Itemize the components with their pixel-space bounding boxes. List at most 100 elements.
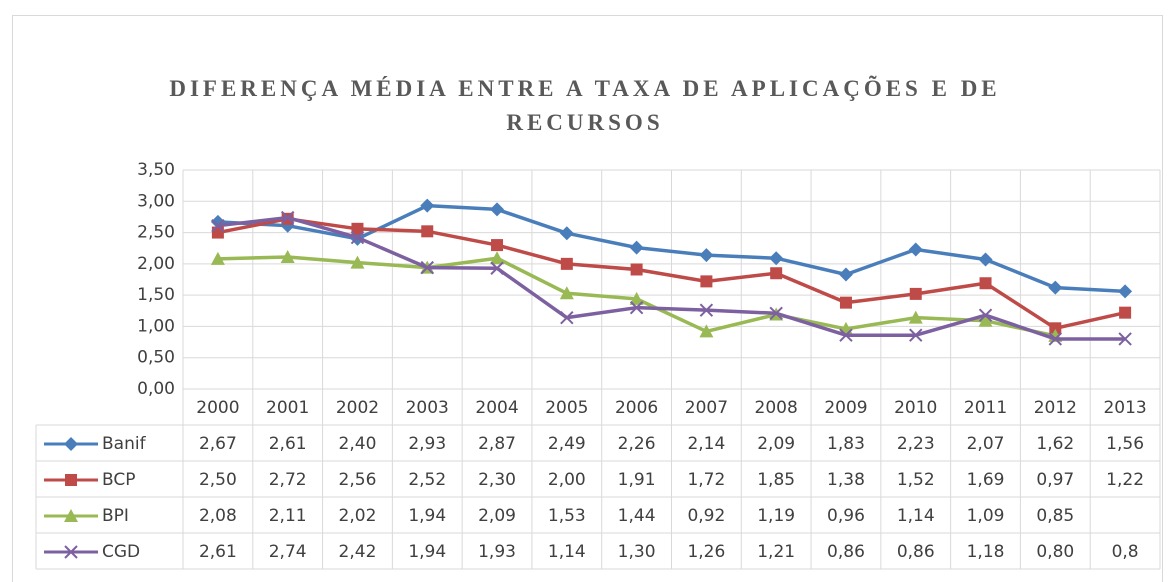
chart-border [12, 15, 1163, 582]
table-value: 0,86 [897, 542, 935, 562]
table-value: 0,97 [1036, 470, 1074, 490]
data-point [1118, 332, 1132, 346]
table-value: 1,09 [967, 506, 1005, 526]
table-value: 0,86 [827, 542, 865, 562]
data-point [211, 226, 224, 239]
data-point [1048, 280, 1063, 295]
table-value: 1,93 [478, 542, 516, 562]
data-point [908, 310, 923, 324]
data-point [560, 257, 573, 270]
y-tick-label: 2,50 [137, 223, 175, 243]
table-value: 2,50 [199, 470, 237, 490]
y-tick-label: 3,50 [137, 160, 175, 180]
y-tick-label: 1,00 [137, 316, 175, 336]
data-point [420, 198, 435, 213]
data-point [978, 313, 993, 327]
table-value: 1,38 [827, 470, 865, 490]
table-value: 2,72 [269, 470, 307, 490]
table-value: 1,21 [757, 542, 795, 562]
table-value: 2,52 [408, 470, 446, 490]
data-point [700, 275, 713, 288]
table-value: 0,92 [687, 506, 725, 526]
series-line [217, 215, 1126, 341]
table-value: 1,94 [408, 506, 446, 526]
data-point [490, 202, 505, 217]
table-value: 1,56 [1106, 434, 1144, 454]
x-tick-label: 2005 [545, 398, 588, 418]
legend-label: BCP [102, 470, 136, 490]
data-point [560, 310, 574, 325]
data-point [1048, 332, 1063, 346]
table-value: 2,11 [269, 506, 307, 526]
chart-title: DIFERENÇA MÉDIA ENTRE A TAXA DE APLICAÇÕ… [169, 76, 1001, 135]
x-tick-label: 2001 [266, 398, 309, 418]
data-point [908, 242, 923, 257]
y-tick-label: 1,50 [137, 285, 175, 305]
data-point [559, 226, 574, 241]
data-point [629, 300, 644, 315]
data-point [629, 240, 644, 255]
table-value: 1,26 [687, 542, 725, 562]
data-point [838, 267, 853, 282]
table-value: 1,83 [827, 434, 865, 454]
data-point [839, 296, 852, 309]
table-value: 2,61 [199, 542, 237, 562]
x-tick-label: 2009 [824, 398, 867, 418]
table-value: 1,94 [408, 542, 446, 562]
table-value: 2,26 [618, 434, 656, 454]
table-value: 1,14 [548, 542, 586, 562]
data-point [699, 324, 714, 338]
data-point [350, 255, 365, 269]
data-point [490, 251, 505, 265]
table-value: 2,09 [757, 434, 795, 454]
data-point [978, 252, 993, 267]
table-value: 2,93 [408, 434, 446, 454]
data-point [629, 291, 644, 305]
data-point [210, 251, 225, 265]
x-tick-label: 2003 [406, 398, 449, 418]
data-point [1119, 306, 1132, 319]
x-tick-label: 2006 [615, 398, 658, 418]
x-tick-label: 2000 [196, 398, 239, 418]
data-point [978, 308, 993, 322]
x-tick-label: 2013 [1103, 398, 1146, 418]
table-value: 2,07 [967, 434, 1005, 454]
legend-marker [65, 474, 77, 486]
data-point [769, 306, 783, 320]
table-value: 2,08 [199, 506, 237, 526]
legend-label: Banif [102, 434, 147, 454]
x-tick-label: 2008 [755, 398, 798, 418]
table-value: 1,14 [897, 506, 935, 526]
x-tick-label: 2002 [336, 398, 379, 418]
table-value: 1,91 [618, 470, 656, 490]
table-value: 2,42 [339, 542, 377, 562]
table-value: 1,62 [1036, 434, 1074, 454]
table-value: 2,49 [548, 434, 586, 454]
x-tick-label: 2012 [1034, 398, 1077, 418]
table-value: 1,52 [897, 470, 935, 490]
table-value: 1,72 [687, 470, 725, 490]
data-point [491, 239, 504, 252]
y-tick-label: 3,00 [137, 191, 175, 211]
y-tick-label: 0,00 [137, 379, 175, 399]
data-point [979, 277, 992, 290]
table-value: 2,30 [478, 470, 516, 490]
y-tick-label: 2,00 [137, 254, 175, 274]
data-point [490, 261, 504, 275]
table-value: 1,53 [548, 506, 586, 526]
series-line [217, 203, 1126, 294]
table-value: 2,40 [339, 434, 377, 454]
table-value: 0,8 [1112, 542, 1139, 562]
table-value: 2,56 [339, 470, 377, 490]
data-point [699, 248, 714, 263]
table-value: 2,74 [269, 542, 307, 562]
x-tick-label: 2010 [894, 398, 937, 418]
legend-marker [64, 509, 78, 522]
table-value: 1,30 [618, 542, 656, 562]
data-point [909, 328, 923, 342]
data-point [351, 222, 364, 235]
data-point [1049, 322, 1062, 335]
legend-label: BPI [102, 506, 129, 526]
